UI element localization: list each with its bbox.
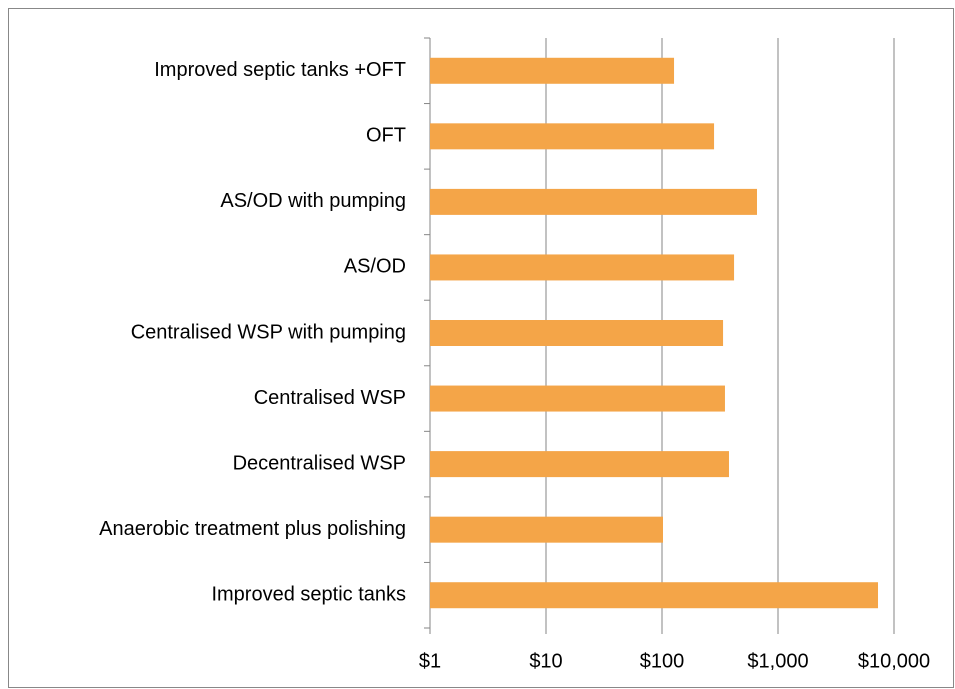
x-tick-label: $1,000 [747,650,808,672]
bar [430,385,725,412]
y-tick-label: Centralised WSP with pumping [131,321,406,343]
y-tick-label: Improved septic tanks +OFT [154,59,406,81]
bar [430,57,675,84]
y-tick-label: Improved septic tanks [211,584,406,606]
y-tick-label: Anaerobic treatment plus polishing [99,518,406,540]
x-tick-label: $10,000 [858,650,930,672]
y-tick-label: AS/OD [344,256,406,278]
bar [430,188,757,215]
y-tick-label: Decentralised WSP [233,452,406,474]
x-tick-label: $100 [640,650,685,672]
bar [430,254,735,281]
bar [430,123,715,150]
y-tick-label: Centralised WSP [254,387,406,409]
bar [430,582,879,609]
bar [430,516,663,543]
bar [430,320,724,346]
bar [430,451,729,478]
y-tick-label: OFT [366,125,406,147]
y-tick-label: AS/OD with pumping [220,190,406,212]
chart-border [8,8,954,688]
x-tick-label: $10 [529,650,562,672]
x-tick-label: $1 [419,650,441,672]
